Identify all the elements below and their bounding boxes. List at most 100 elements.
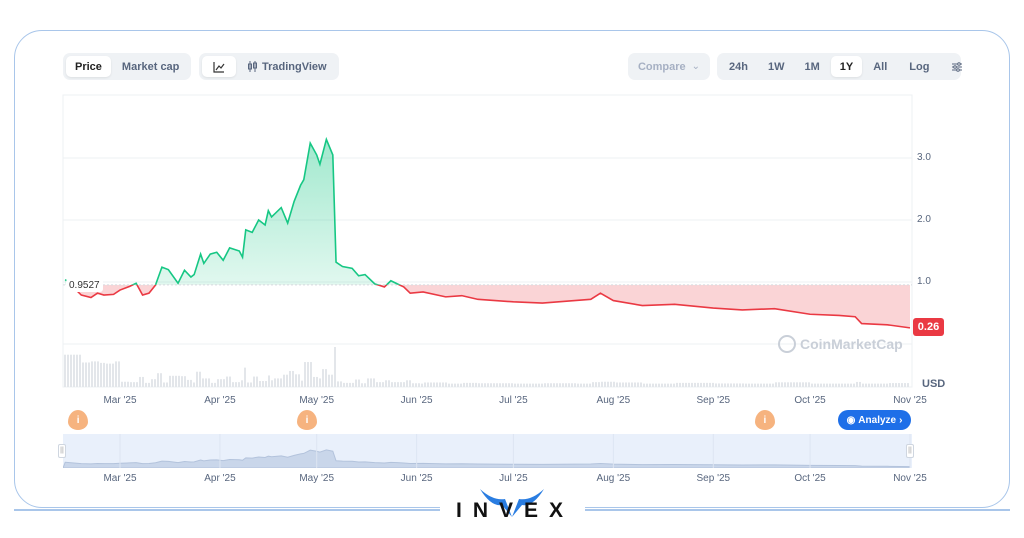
volume-bar: [238, 382, 240, 387]
volume-bar: [223, 379, 225, 387]
volume-bar: [436, 382, 438, 387]
volume-bar: [379, 382, 381, 387]
line-chart-button[interactable]: [202, 56, 236, 77]
volume-bar: [64, 354, 66, 387]
tab-market-cap[interactable]: Market cap: [121, 60, 180, 73]
volume-bar: [502, 383, 504, 387]
volume-bar: [298, 374, 300, 387]
volume-bar: [595, 382, 597, 387]
volume-bar: [187, 379, 189, 387]
tab-price[interactable]: Price: [66, 56, 111, 77]
volume-bar: [736, 383, 738, 387]
volume-bar: [634, 382, 636, 387]
volume-bar: [427, 382, 429, 387]
volume-bar: [817, 383, 819, 387]
volume-bar: [481, 383, 483, 387]
x-tick: Mar '25: [103, 395, 137, 406]
volume-bar: [766, 383, 768, 387]
volume-bar: [328, 374, 330, 387]
analyze-button[interactable]: ◉ Analyze ›: [838, 410, 911, 430]
volume-bar: [322, 369, 324, 387]
volume-bar: [202, 378, 204, 387]
navigator-tick: May '25: [299, 473, 335, 484]
volume-bar: [208, 378, 210, 387]
volume-bar: [235, 382, 237, 387]
volume-bar: [247, 382, 249, 387]
volume-bar: [484, 383, 486, 387]
x-tick: Jul '25: [499, 395, 528, 406]
volume-bar: [610, 381, 612, 387]
volume-bar: [571, 383, 573, 387]
volume-bar: [853, 383, 855, 387]
analyze-label: Analyze: [858, 414, 897, 426]
volume-bar: [130, 382, 132, 387]
volume-bar: [577, 383, 579, 387]
volume-bar: [613, 381, 615, 387]
volume-bar: [880, 383, 882, 387]
range-1m[interactable]: 1M: [804, 60, 820, 73]
volume-bar: [811, 383, 813, 387]
volume-bar: [364, 383, 366, 387]
volume-bar: [718, 383, 720, 387]
volume-bar: [325, 369, 327, 387]
baseline-label: 0.9527: [66, 279, 103, 292]
price-line-down: [69, 284, 911, 329]
volume-bar: [796, 382, 798, 387]
info-icon[interactable]: i: [297, 410, 318, 430]
volume-bar: [172, 375, 174, 387]
settings-button[interactable]: [942, 56, 972, 77]
volume-bar: [337, 381, 339, 387]
volume-bar: [628, 382, 630, 387]
volume-bar: [457, 383, 459, 387]
tradingview-button[interactable]: TradingView: [238, 56, 336, 77]
range-1y[interactable]: 1Y: [830, 56, 863, 77]
volume-bar: [280, 378, 282, 387]
volume-bar: [871, 383, 873, 387]
log-toggle[interactable]: Log: [909, 60, 930, 73]
volume-bar: [415, 383, 417, 387]
navigator-left-handle[interactable]: ||: [58, 444, 66, 458]
volume-bar: [412, 383, 414, 387]
volume-bar: [355, 379, 357, 387]
volume-bar: [814, 383, 816, 387]
volume-bar: [88, 362, 90, 387]
volume-bar: [196, 371, 198, 387]
volume-bar: [856, 381, 858, 387]
x-tick: May '25: [299, 395, 335, 406]
volume-bar: [895, 383, 897, 387]
brand-line-right: [585, 509, 1010, 511]
volume-bar: [508, 383, 510, 387]
compare-dropdown[interactable]: Compare ⌄: [628, 53, 710, 80]
volume-bar: [850, 383, 852, 387]
volume-bar: [268, 375, 270, 387]
volume-bar: [496, 383, 498, 387]
range-all[interactable]: All: [873, 60, 888, 73]
volume-bar: [805, 382, 807, 387]
volume-bar: [79, 354, 81, 387]
x-tick: Oct '25: [794, 395, 826, 406]
volume-bar: [490, 383, 492, 387]
volume-bar: [67, 354, 69, 387]
chevron-right-icon: ›: [899, 414, 903, 426]
volume-bar: [541, 383, 543, 387]
range-24h[interactable]: 24h: [729, 60, 748, 73]
info-icon[interactable]: i: [68, 410, 89, 430]
volume-bar: [784, 382, 786, 387]
navigator-right-handle[interactable]: ||: [906, 444, 914, 458]
volume-bar: [295, 374, 297, 387]
volume-bar: [694, 382, 696, 387]
volume-bar: [499, 383, 501, 387]
volume-bar: [97, 361, 99, 387]
volume-bar: [478, 383, 480, 387]
volume-bar: [283, 374, 285, 387]
info-icon[interactable]: i: [754, 410, 775, 430]
volume-bar: [358, 379, 360, 387]
range-1w[interactable]: 1W: [767, 60, 785, 73]
volume-bar: [181, 376, 183, 387]
brand-logo: INVEX: [456, 499, 575, 522]
volume-bar: [184, 376, 186, 387]
volume-bar: [469, 382, 471, 387]
volume-bar: [529, 383, 531, 387]
volume-bar: [505, 383, 507, 387]
